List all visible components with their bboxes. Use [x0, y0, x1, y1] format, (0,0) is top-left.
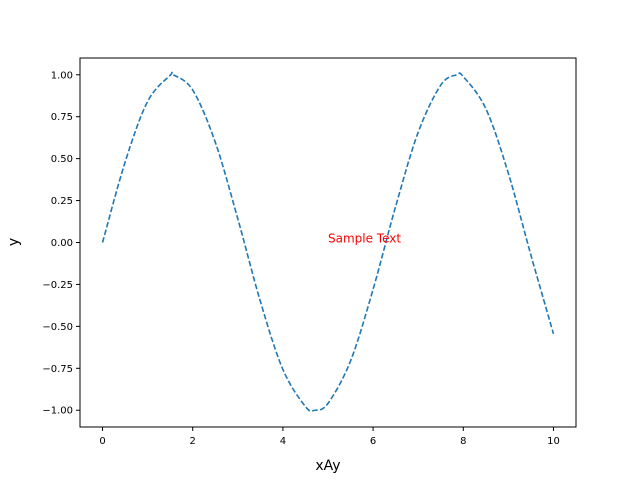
x-axis-title: xAy	[315, 458, 340, 474]
y-tick-label: −1.00	[42, 406, 73, 417]
series-line-0	[101, 71, 555, 412]
y-axis-title: y	[6, 238, 22, 246]
plot-area	[80, 58, 576, 427]
y-tick-label: 0.50	[51, 154, 73, 165]
x-tick-label: 0	[99, 436, 105, 447]
x-tick-label: 6	[370, 436, 376, 447]
series-layer	[101, 71, 555, 412]
y-tick-label: −0.25	[42, 280, 73, 291]
y-tick-label: 0.25	[51, 196, 73, 207]
annotation-layer: Sample Text	[328, 232, 401, 246]
x-axis: 0 2 4 6 8 10	[99, 427, 560, 447]
annotation-text: Sample Text	[328, 232, 401, 246]
y-tick-label: 0.00	[51, 238, 73, 249]
x-tick-label: 10	[547, 436, 560, 447]
y-tick-label: 1.00	[51, 70, 73, 81]
x-tick-label: 4	[280, 436, 286, 447]
y-tick-label: −0.75	[42, 364, 73, 375]
y-axis: −1.00 −0.75 −0.50 −0.25 0.00 0.25 0.50 0.75 1.00	[42, 70, 80, 417]
x-tick-label: 2	[190, 436, 196, 447]
y-tick-label: −0.50	[42, 322, 73, 333]
x-tick-label: 8	[460, 436, 466, 447]
y-tick-label: 0.75	[51, 112, 73, 123]
